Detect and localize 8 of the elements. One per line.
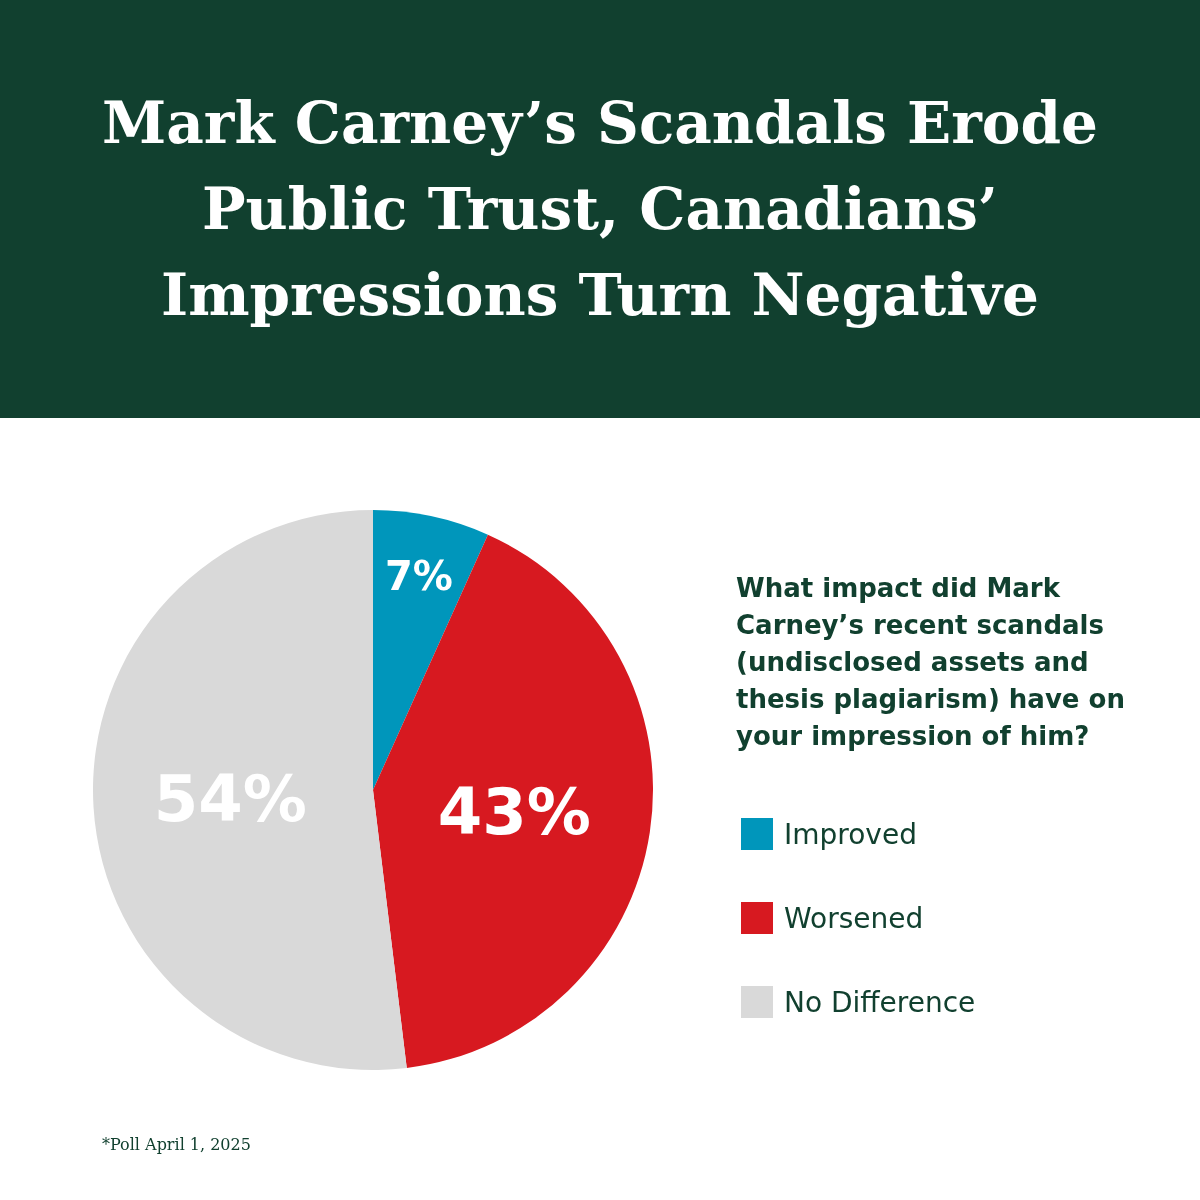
chart-title: Mark Carney’s Scandals Erode Public Trust, Canadians’ Impressions Turn Negative (101, 88, 1099, 331)
text: *Poll April 1, 2025 (102, 1135, 251, 1154)
data-label: 7% (384, 553, 453, 600)
legend-label: Worsened (784, 901, 924, 935)
legend-title: What impact did Mark Carney’s recent scandals (undisclosed assets and thesis plagiarism) have on your impression of him? (736, 572, 1126, 753)
data-label: 43% (437, 774, 591, 849)
legend-label: No Difference (784, 985, 976, 1019)
legend-label: Improved (784, 817, 917, 851)
